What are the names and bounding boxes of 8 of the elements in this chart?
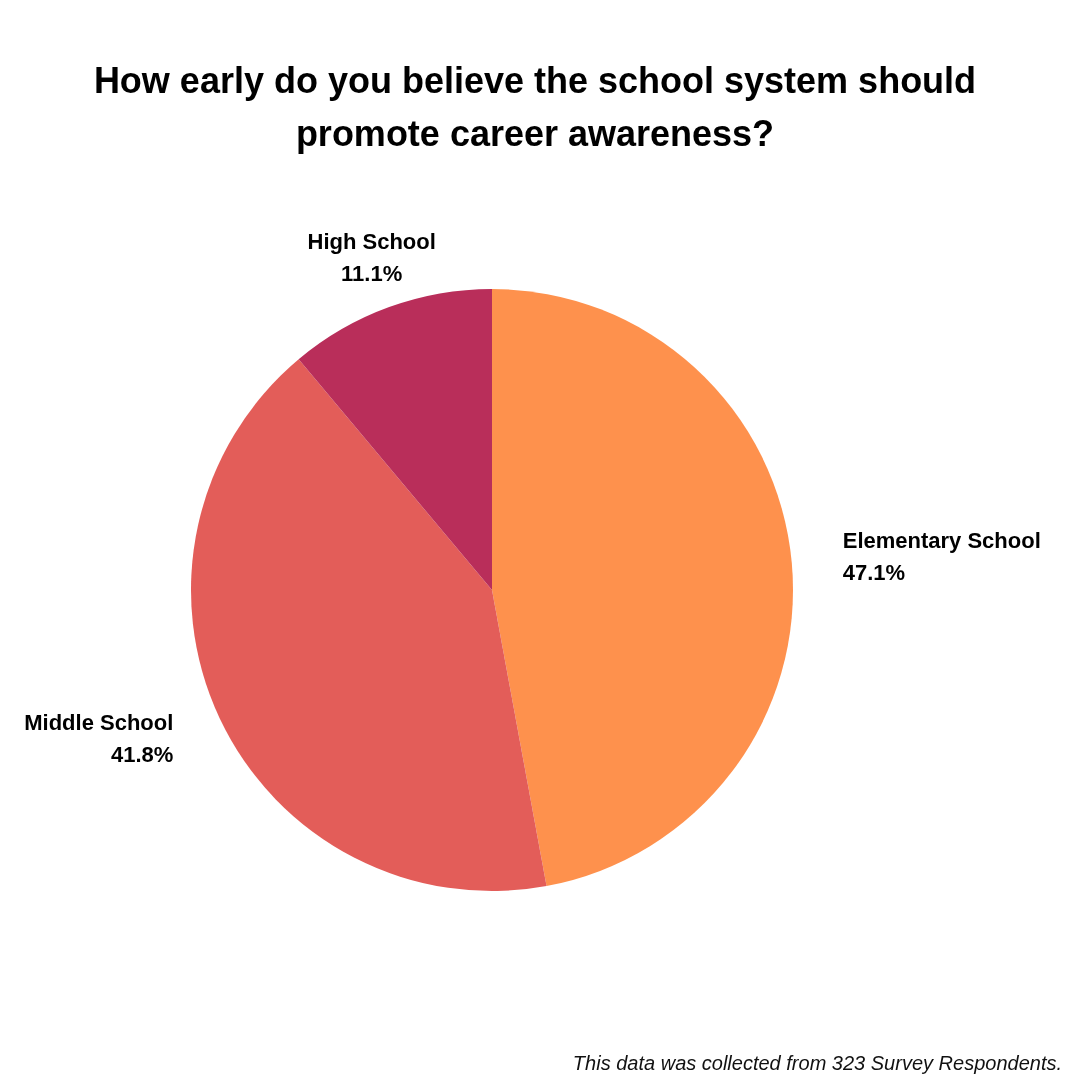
slice-label: High School bbox=[307, 229, 436, 255]
slice-label: Elementary School bbox=[842, 528, 1041, 554]
text: This data was collected from 323 Survey Respondents. bbox=[572, 1051, 1062, 1076]
data-label: 41.8% bbox=[110, 742, 174, 768]
chart-title: How early do you believe the school system should promote career awareness? bbox=[92, 59, 978, 156]
data-label: 11.1% bbox=[341, 261, 403, 287]
slice-label: Middle School bbox=[24, 710, 174, 736]
data-label: 47.1% bbox=[842, 560, 906, 586]
